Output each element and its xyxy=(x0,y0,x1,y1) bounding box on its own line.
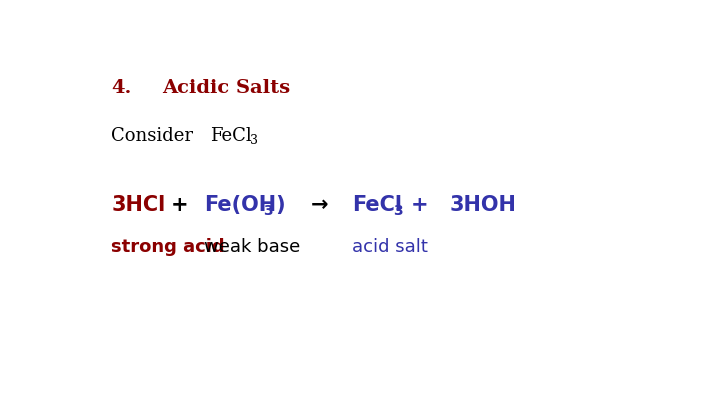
Text: acid salt: acid salt xyxy=(352,238,428,256)
Text: →: → xyxy=(310,194,328,215)
Text: weak base: weak base xyxy=(204,238,301,256)
Text: 3: 3 xyxy=(250,134,258,147)
Text: strong acid: strong acid xyxy=(111,238,225,256)
Text: 3HCl: 3HCl xyxy=(111,194,166,215)
Text: 3HOH: 3HOH xyxy=(450,194,517,215)
Text: +: + xyxy=(171,194,189,215)
Text: Acidic Salts: Acidic Salts xyxy=(163,79,291,96)
Text: +: + xyxy=(411,194,428,215)
Text: 3: 3 xyxy=(263,205,273,218)
Text: Fe(OH): Fe(OH) xyxy=(204,194,286,215)
Text: Consider: Consider xyxy=(111,127,193,145)
Text: 3: 3 xyxy=(393,205,402,218)
Text: FeCl: FeCl xyxy=(210,127,252,145)
Text: 4.: 4. xyxy=(111,79,132,96)
Text: FeCl: FeCl xyxy=(352,194,402,215)
